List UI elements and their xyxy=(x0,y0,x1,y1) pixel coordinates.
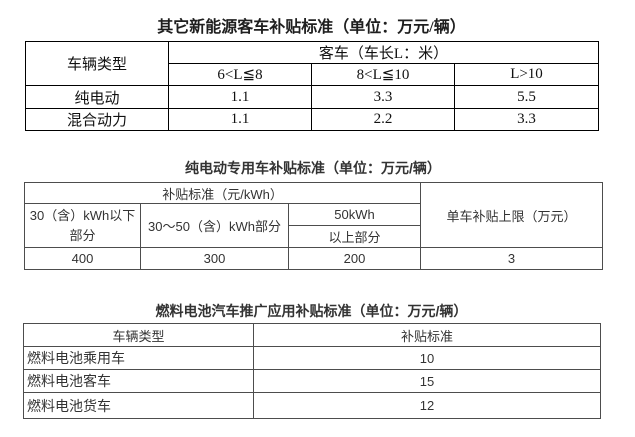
special-value: 3 xyxy=(420,247,604,270)
bus-row-label: 纯电动 xyxy=(25,85,169,109)
fuelcell-row-value: 12 xyxy=(253,392,601,419)
table-row: 燃料电池货车 12 xyxy=(23,392,601,419)
special-value: 300 xyxy=(140,247,289,270)
bus-row-value: 3.3 xyxy=(311,85,455,109)
fuelcell-row-label: 燃料电池乘用车 xyxy=(23,346,254,370)
bus-row-value: 1.1 xyxy=(168,108,312,131)
bus-length-col-header: 8<L≦10 xyxy=(311,63,455,86)
special-tier3-top-header: 50kWh xyxy=(287,203,422,226)
special-value: 200 xyxy=(287,247,422,270)
bus-length-col-header: L>10 xyxy=(454,63,599,86)
bus-row-value: 1.1 xyxy=(168,85,312,109)
special-tier3-bottom-header: 以上部分 xyxy=(287,225,422,248)
special-tier1-line2: 部分 xyxy=(69,227,96,243)
fuelcell-type-header: 车辆类型 xyxy=(23,323,254,347)
special-tier1-header: 30（含）kWh以下 部分 xyxy=(24,203,141,248)
bus-row-label: 混合动力 xyxy=(25,108,169,131)
bus-subsidy-table: 车辆类型 客车（车长L：米） 6<L≦8 8<L≦10 L>10 纯电动 1.1… xyxy=(25,41,599,131)
fuelcell-row-label: 燃料电池客车 xyxy=(23,369,254,393)
fuelcell-row-value: 10 xyxy=(253,346,601,370)
table-row: 400 300 200 3 xyxy=(24,247,604,270)
table-row: 燃料电池乘用车 10 xyxy=(23,346,601,370)
table-row: 纯电动 1.1 3.3 5.5 xyxy=(25,85,599,109)
fuelcell-row-value: 15 xyxy=(253,369,601,393)
special-tier2-header: 30～50（含）kWh部分 xyxy=(140,203,289,248)
bus-group-header: 客车（车长L：米） xyxy=(168,41,599,64)
bus-table-title: 其它新能源客车补贴标准（单位：万元/辆） xyxy=(157,19,466,36)
bus-vehicle-type-header: 车辆类型 xyxy=(25,41,169,86)
special-standard-header: 补贴标准（元/kWh） xyxy=(23,182,422,204)
special-value: 400 xyxy=(24,247,141,270)
bus-row-value: 3.3 xyxy=(454,108,599,131)
bus-row-value: 2.2 xyxy=(311,108,455,131)
special-tier1-line1: 30（含）kWh以下 xyxy=(29,207,136,223)
fuelcell-table-title: 燃料电池汽车推广应用补贴标准（单位：万元/辆） xyxy=(155,303,468,319)
bus-length-col-header: 6<L≦8 xyxy=(168,63,312,86)
special-table-title: 纯电动专用车补贴标准（单位：万元/辆） xyxy=(185,160,441,176)
fuelcell-standard-header: 补贴标准 xyxy=(253,323,601,347)
special-subsidy-table: 补贴标准（元/kWh） 单车补贴上限（万元） 30（含）kWh以下 部分 30～… xyxy=(23,182,604,270)
bus-row-value: 5.5 xyxy=(454,85,599,109)
table-row: 混合动力 1.1 2.2 3.3 xyxy=(25,108,599,131)
fuelcell-row-label: 燃料电池货车 xyxy=(23,392,254,419)
fuelcell-subsidy-table: 车辆类型 补贴标准 燃料电池乘用车 10 燃料电池客车 15 燃料电池货车 12 xyxy=(23,323,601,419)
table-row: 燃料电池客车 15 xyxy=(23,369,601,393)
special-limit-header: 单车补贴上限（万元） xyxy=(420,182,604,248)
